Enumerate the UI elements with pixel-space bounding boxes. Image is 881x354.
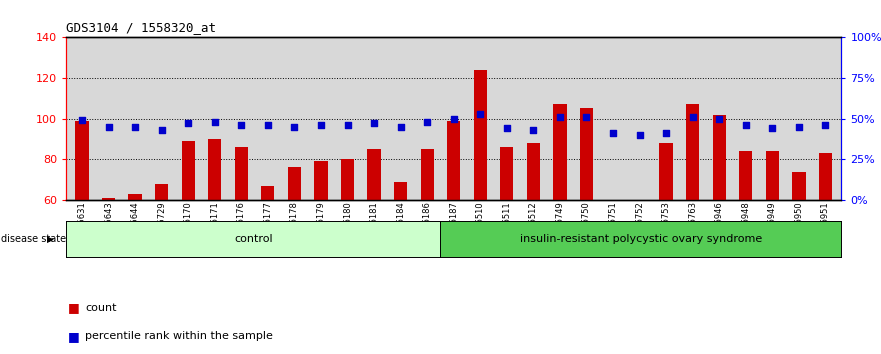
- Text: control: control: [233, 234, 272, 244]
- Bar: [262, 186, 275, 200]
- Point: [580, 114, 594, 120]
- Point: [500, 126, 514, 131]
- Bar: [792, 171, 805, 200]
- Point: [234, 122, 248, 128]
- Text: count: count: [85, 303, 117, 313]
- Point: [287, 124, 301, 130]
- Text: disease state: disease state: [1, 234, 66, 244]
- Bar: [500, 147, 514, 200]
- Point: [128, 124, 142, 130]
- Point: [792, 124, 806, 130]
- Bar: [633, 200, 646, 306]
- Point: [75, 118, 89, 123]
- Bar: [76, 121, 89, 200]
- Point: [553, 114, 567, 120]
- Point: [447, 116, 461, 121]
- Bar: [420, 149, 433, 200]
- Point: [101, 124, 115, 130]
- Bar: [580, 108, 593, 200]
- Text: ■: ■: [68, 330, 79, 343]
- Point: [154, 127, 168, 133]
- Text: insulin-resistant polycystic ovary syndrome: insulin-resistant polycystic ovary syndr…: [520, 234, 762, 244]
- Text: ■: ■: [68, 302, 79, 314]
- Point: [340, 122, 354, 128]
- Point: [712, 116, 726, 121]
- Text: percentile rank within the sample: percentile rank within the sample: [85, 331, 273, 341]
- Bar: [341, 159, 354, 200]
- Point: [394, 124, 408, 130]
- Bar: [527, 143, 540, 200]
- Bar: [394, 182, 407, 200]
- Bar: [288, 167, 301, 200]
- Bar: [155, 184, 168, 200]
- Bar: [686, 104, 700, 200]
- Point: [739, 122, 753, 128]
- Point: [659, 130, 673, 136]
- Bar: [766, 151, 779, 200]
- Point: [314, 122, 328, 128]
- Bar: [129, 194, 142, 200]
- Bar: [102, 198, 115, 200]
- Bar: [818, 153, 832, 200]
- Point: [606, 130, 620, 136]
- Bar: [606, 200, 619, 261]
- Bar: [208, 139, 221, 200]
- Point: [367, 121, 381, 126]
- Bar: [315, 161, 328, 200]
- Point: [633, 132, 647, 138]
- Point: [473, 111, 487, 116]
- Text: GDS3104 / 1558320_at: GDS3104 / 1558320_at: [66, 21, 216, 34]
- Text: ▶: ▶: [47, 234, 54, 244]
- Bar: [553, 104, 566, 200]
- Bar: [181, 141, 195, 200]
- Point: [261, 122, 275, 128]
- Bar: [234, 147, 248, 200]
- Point: [208, 119, 222, 125]
- Point: [818, 122, 833, 128]
- Point: [181, 121, 196, 126]
- Bar: [660, 143, 673, 200]
- Bar: [739, 151, 752, 200]
- Point: [526, 127, 540, 133]
- Bar: [713, 115, 726, 200]
- Point: [685, 114, 700, 120]
- Point: [766, 126, 780, 131]
- Bar: [447, 121, 461, 200]
- Point: [420, 119, 434, 125]
- Bar: [474, 70, 487, 200]
- Bar: [367, 149, 381, 200]
